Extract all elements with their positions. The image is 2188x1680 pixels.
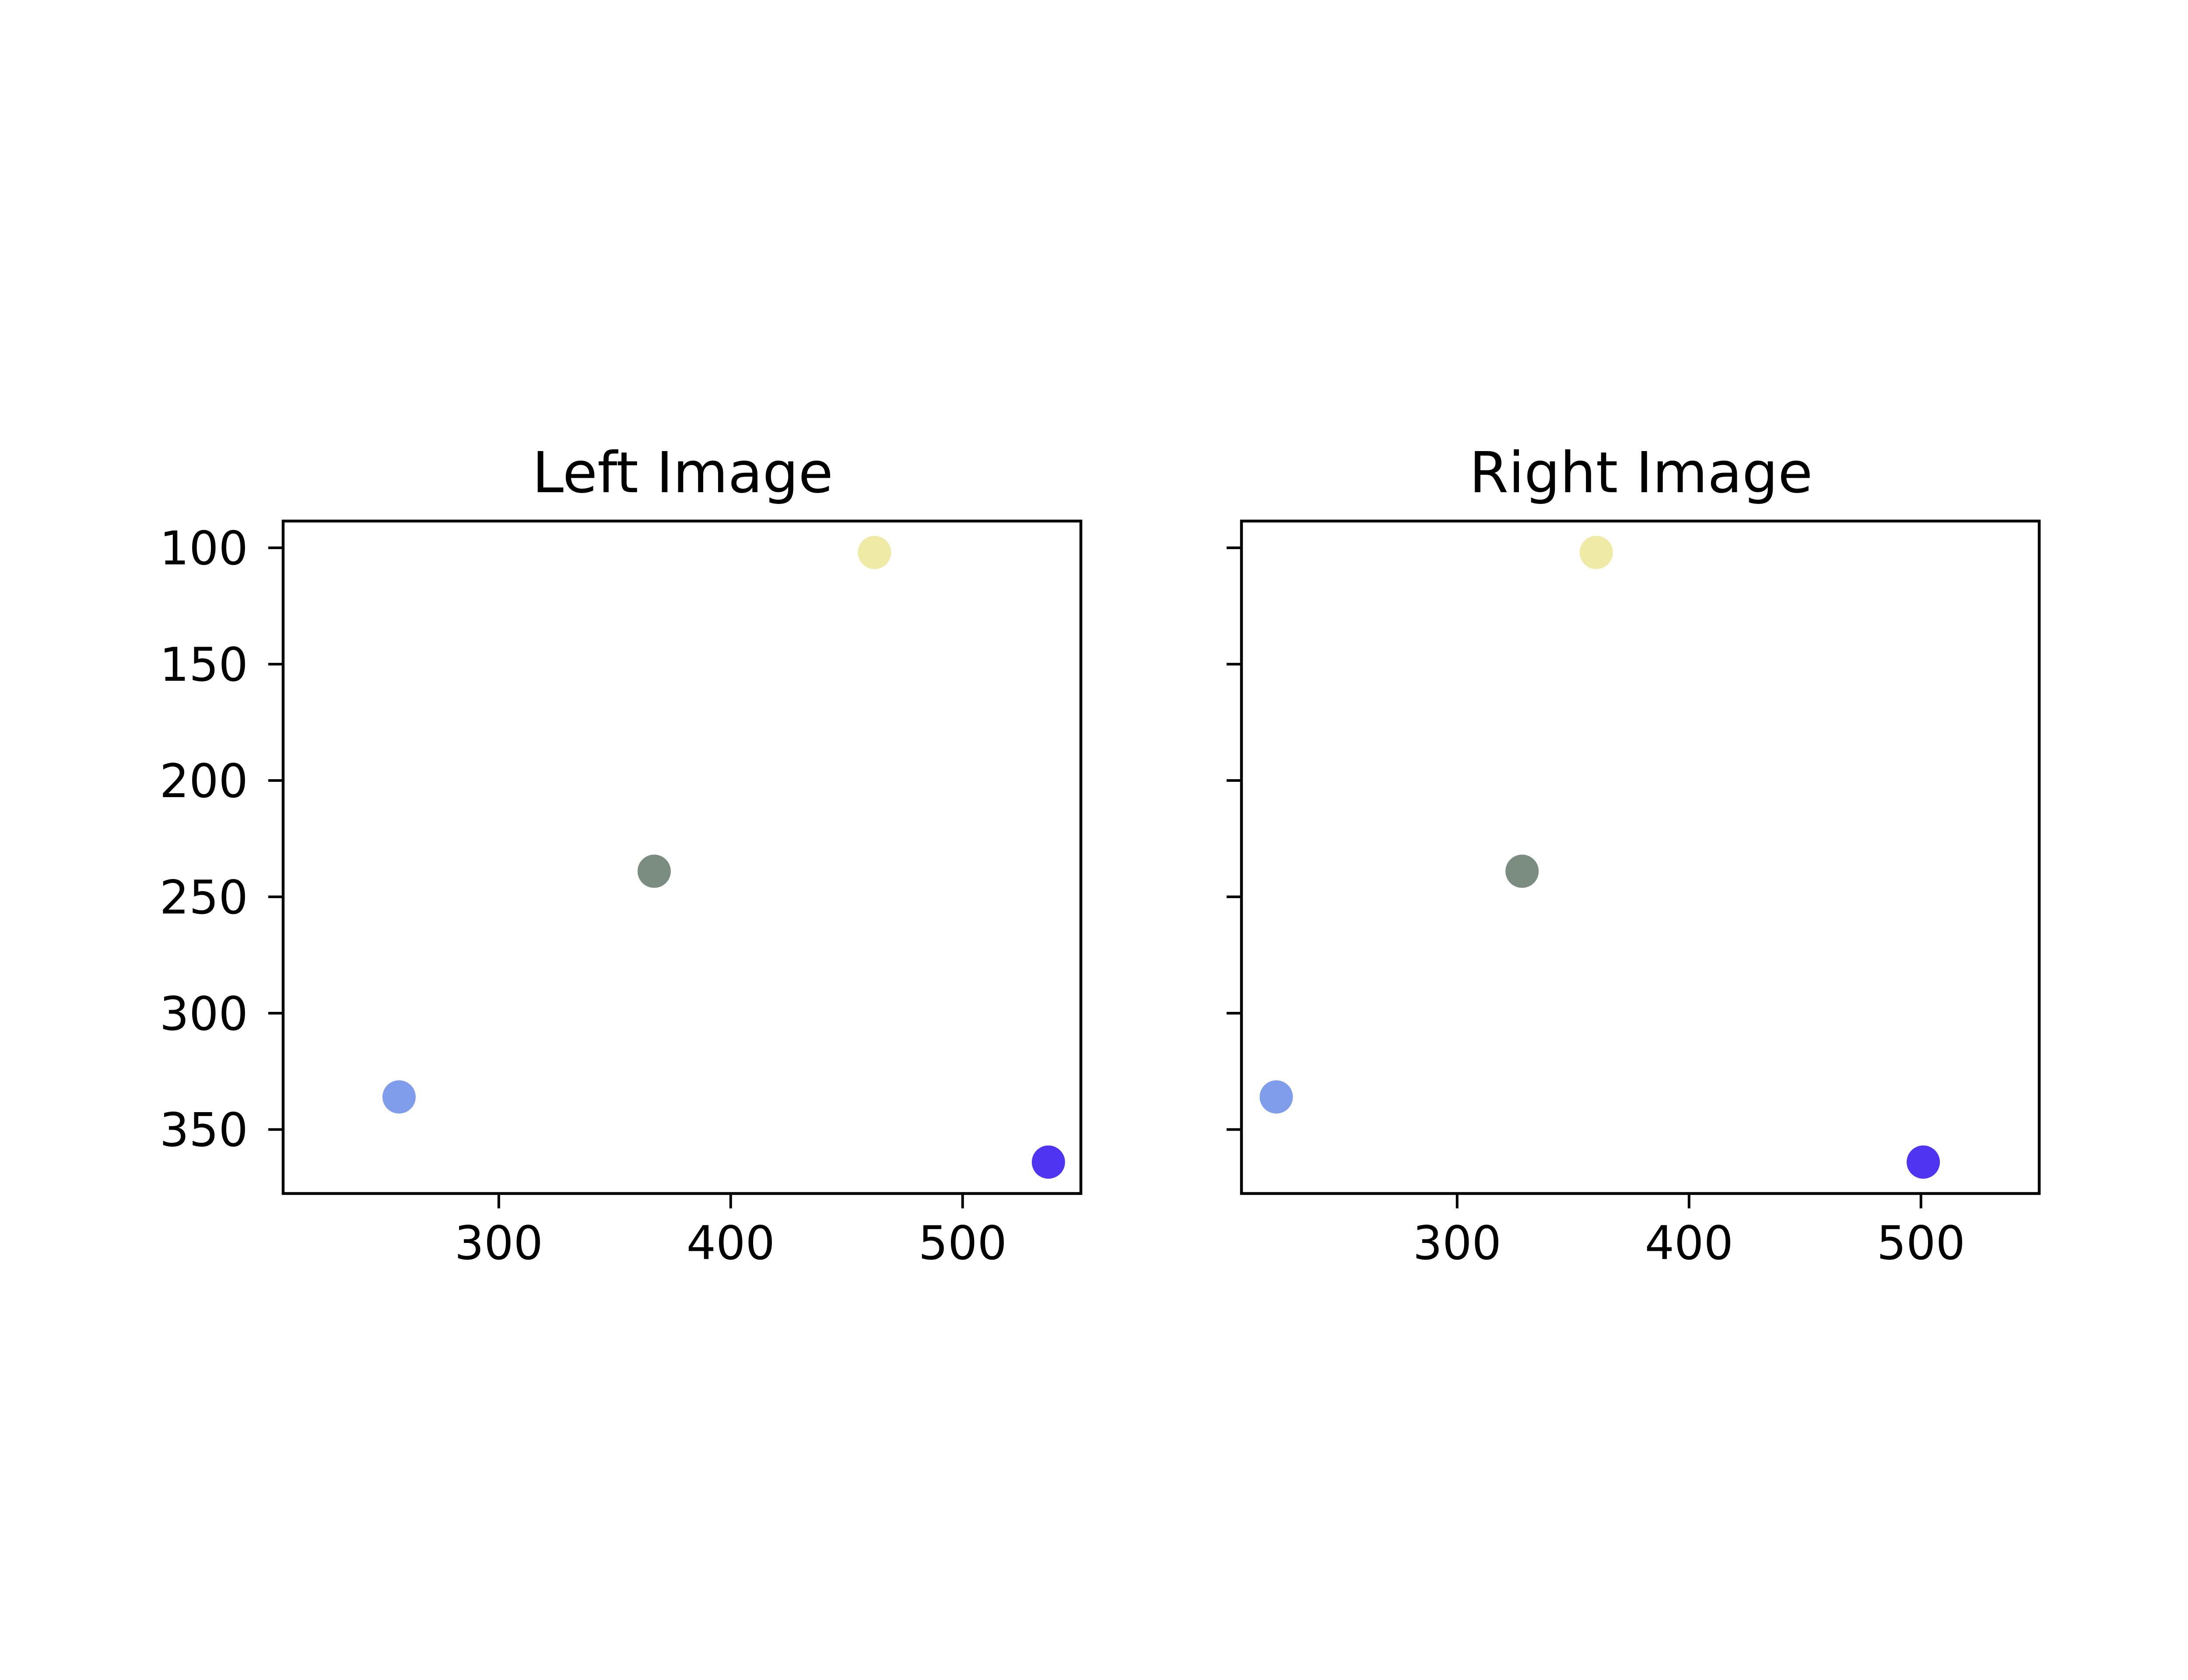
right-panel: Right Image 300 400 500 [1227,440,2041,1270]
left-panel-frame [281,519,1083,1195]
left-scatter-point [382,1080,416,1114]
right-scatter-point [1907,1145,1940,1179]
left-y-tick-label: 250 [160,871,248,924]
left-panel-title: Left Image [532,440,833,506]
left-scatter-point [637,854,671,888]
left-y-tick-label: 300 [160,987,248,1041]
left-x-tick-label: 300 [455,1216,543,1270]
right-x-tick-label: 500 [1877,1216,1965,1270]
right-scatter-point [1579,536,1613,569]
right-x-tick-label: 300 [1413,1216,1501,1270]
left-scatter-point [858,536,891,569]
right-scatter-point [1259,1080,1293,1114]
left-panel-marks: 300 400 500 100 150 200 250 300 350 [160,522,1065,1270]
left-panel: Left Image 300 400 500 100 150 200 250 300 350 [160,440,1083,1270]
left-x-tick-label: 500 [919,1216,1007,1270]
right-x-tick-label: 400 [1645,1216,1733,1270]
right-panel-frame [1240,519,2041,1195]
right-panel-title: Right Image [1469,440,1813,506]
left-scatter-point [1031,1145,1065,1179]
left-x-tick-label: 400 [687,1216,775,1270]
right-panel-marks: 300 400 500 [1227,536,1965,1270]
left-y-tick-label: 350 [160,1103,248,1157]
left-y-tick-label: 150 [160,638,248,692]
right-scatter-point [1505,854,1539,888]
left-y-tick-label: 100 [160,522,248,575]
left-y-tick-label: 200 [160,754,248,808]
